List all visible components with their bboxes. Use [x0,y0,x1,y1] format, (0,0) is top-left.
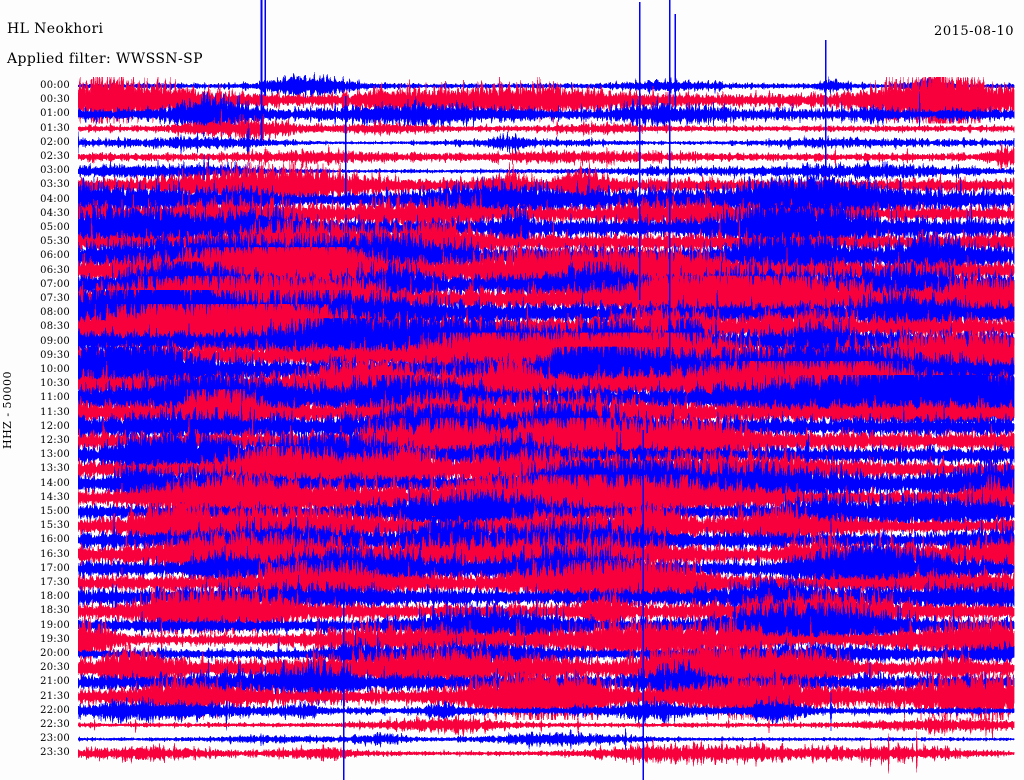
record-date: 2015-08-10 [934,24,1014,39]
time-label: 15:30 [40,520,70,532]
time-label: 05:00 [40,222,70,233]
time-label: 23:30 [40,747,70,759]
time-label: 21:30 [40,690,70,702]
time-label: 08:30 [40,321,70,333]
time-label: 17:00 [40,562,70,574]
page-title: HL Neokhori [7,21,104,37]
time-label: 22:00 [40,704,70,716]
time-label: 15:00 [40,506,70,517]
trace-row [78,108,1015,144]
time-label: 16:30 [40,548,70,560]
time-label: 22:30 [40,719,70,730]
time-label: 04:30 [40,207,70,219]
time-label: 10:00 [40,364,70,375]
time-label: 06:00 [40,250,70,262]
time-label: 11:30 [40,406,70,418]
time-label: 16:00 [40,534,70,546]
time-label: 23:00 [40,733,70,745]
time-label: 03:00 [40,165,70,177]
trace-row [78,141,1015,171]
trace-row [78,692,1015,732]
time-label: 01:30 [40,122,70,134]
time-label: 17:30 [40,577,70,588]
trace-row [78,488,1015,536]
helicorder-plot [78,0,1024,780]
time-label: 13:00 [40,449,70,461]
time-axis: 00:00 00:30 01:00 01:30 02:00 02:30 03:00 03:30… [0,80,74,780]
time-label: 09:00 [40,335,70,347]
time-label: 07:00 [40,278,70,290]
trace-row [78,72,1015,105]
trace-row [78,153,1015,195]
time-label: 08:00 [40,307,70,319]
time-label: 11:00 [40,392,70,404]
time-label: 00:00 [40,80,70,91]
time-label: 18:30 [40,605,70,617]
time-label: 20:00 [40,648,70,659]
time-label: 14:30 [40,491,70,503]
time-label: 01:00 [40,108,70,120]
time-label: 14:00 [40,477,70,489]
trace-row [78,706,1015,740]
trace-row [78,730,1015,774]
time-label: 06:30 [40,264,70,276]
time-label: 19:00 [40,619,70,631]
time-label: 12:30 [40,435,70,446]
time-label: 03:30 [40,179,70,191]
time-label: 00:30 [40,94,70,106]
time-label: 13:30 [40,463,70,475]
trace-row [78,91,1015,138]
time-label: 21:00 [40,676,70,688]
applied-filter-label: Applied filter: WWSSN-SP [7,51,203,67]
time-label: 18:00 [40,591,70,603]
trace-row [78,123,1015,167]
time-label: 05:30 [40,236,70,248]
time-label: 10:30 [40,378,70,390]
time-label: 02:00 [40,136,70,148]
time-label: 02:30 [40,151,70,162]
time-label: 20:30 [40,662,70,674]
time-label: 19:30 [40,633,70,645]
time-label: 09:30 [40,349,70,361]
time-label: 07:30 [40,293,70,304]
trace-row [78,727,1015,751]
time-label: 12:00 [40,420,70,432]
time-label: 04:00 [40,193,70,205]
